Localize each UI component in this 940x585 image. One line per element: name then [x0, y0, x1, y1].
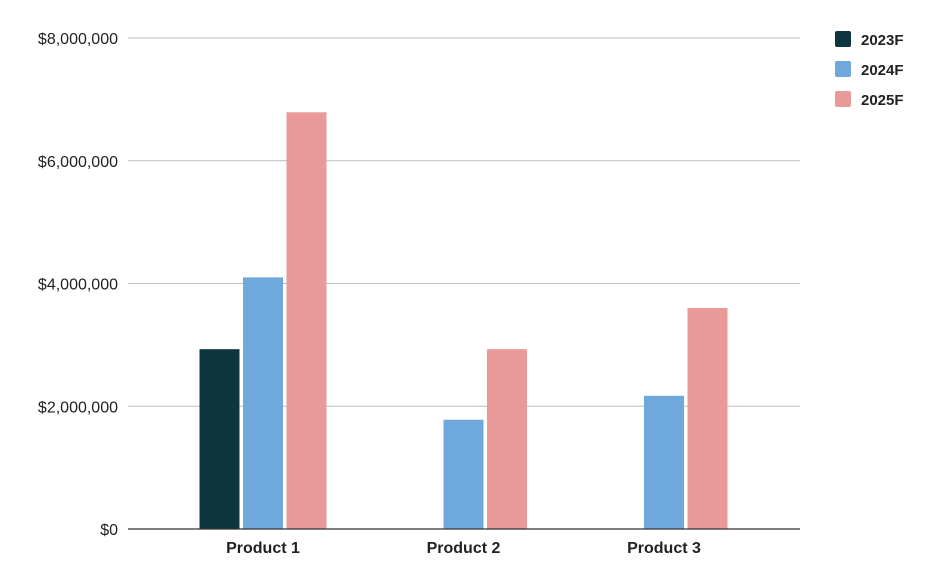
legend-label: 2023F	[861, 32, 904, 49]
legend-swatch-2024F	[835, 61, 851, 77]
x-category-label: Product 1	[226, 540, 300, 557]
y-tick-label: $6,000,000	[38, 154, 118, 171]
y-tick-label: $2,000,000	[38, 399, 118, 416]
x-category-label: Product 2	[427, 540, 501, 557]
bar-2024F-product-2	[443, 419, 484, 529]
x-category-label: Product 3	[627, 540, 701, 557]
legend-swatch-2025F	[835, 91, 851, 107]
bar-2025F-product-2	[487, 349, 527, 529]
legend-label: 2025F	[861, 92, 904, 109]
y-tick-label: $8,000,000	[38, 31, 118, 48]
bar-2025F-product-3	[687, 308, 728, 529]
bar-2024F-product-1	[243, 277, 283, 529]
legend-swatch-2023F	[835, 31, 851, 47]
legend-label: 2024F	[861, 62, 904, 79]
bar-2024F-product-3	[644, 395, 684, 529]
bar-2023F-product-1	[199, 349, 240, 529]
bar-2025F-product-1	[286, 112, 327, 530]
y-tick-label: $0	[100, 522, 118, 539]
y-tick-label: $4,000,000	[38, 277, 118, 294]
